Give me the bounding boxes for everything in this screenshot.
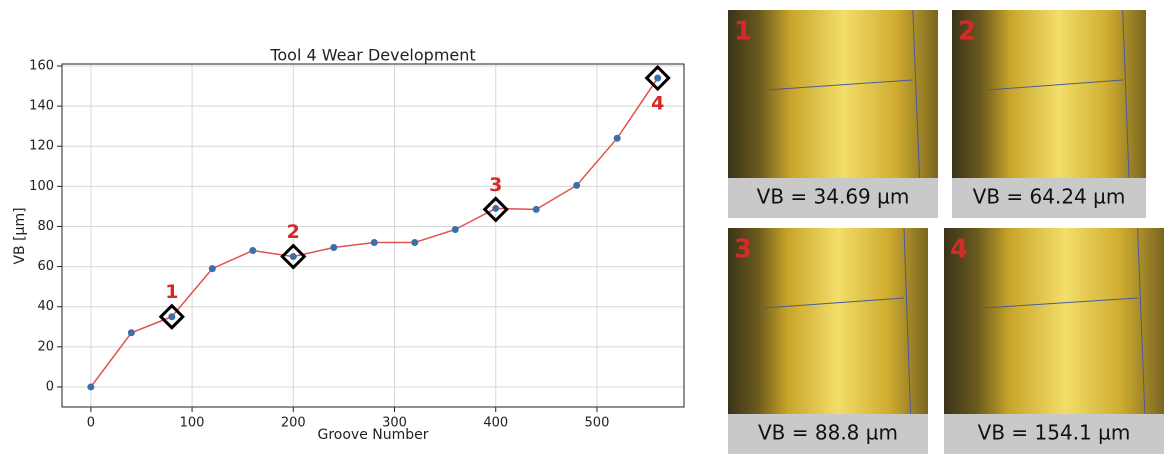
x-tick-label: 500 <box>585 416 610 431</box>
panel-number: 3 <box>734 235 752 265</box>
data-point <box>209 265 216 272</box>
y-tick-label: 20 <box>37 339 54 354</box>
y-tick-label: 160 <box>29 59 54 74</box>
data-point <box>168 313 175 320</box>
data-point <box>492 205 499 212</box>
panel-caption: VB = 34.69 µm <box>757 185 910 209</box>
photo-panel: 4 VB = 154.1 µm <box>944 228 1164 454</box>
data-point <box>290 253 297 260</box>
data-point <box>371 239 378 246</box>
data-point <box>128 329 135 336</box>
y-tick-label: 40 <box>37 299 54 314</box>
panel-number: 4 <box>950 235 968 265</box>
y-tick-label: 60 <box>37 259 54 274</box>
highlight-label: 4 <box>651 93 664 115</box>
data-point <box>87 383 94 390</box>
data-point <box>249 247 256 254</box>
y-tick-label: 100 <box>29 179 54 194</box>
plot-area <box>62 64 684 407</box>
data-point <box>533 206 540 213</box>
data-point <box>452 226 459 233</box>
highlight-label: 3 <box>489 174 502 196</box>
y-axis-label: VB [μm] <box>12 207 28 264</box>
data-point <box>330 244 337 251</box>
highlight-label: 1 <box>165 281 178 303</box>
y-tick-label: 0 <box>46 379 54 394</box>
panel-number: 1 <box>734 17 752 47</box>
x-tick-label: 0 <box>87 416 95 431</box>
panel-caption: VB = 64.24 µm <box>973 185 1126 209</box>
y-tick-label: 80 <box>37 219 54 234</box>
y-tick-label: 120 <box>29 139 54 154</box>
panel-caption: VB = 154.1 µm <box>978 421 1131 445</box>
data-point <box>614 135 621 142</box>
data-point <box>411 239 418 246</box>
photo-panel: 1 VB = 34.69 µm <box>728 10 938 218</box>
data-point <box>654 75 661 82</box>
y-tick-label: 140 <box>29 99 54 114</box>
photo-panel: 3 VB = 88.8 µm <box>728 228 928 454</box>
highlight-label: 2 <box>287 221 300 243</box>
photo-panel: 2 VB = 64.24 µm <box>952 10 1146 218</box>
x-axis-label: Groove Number <box>317 427 428 443</box>
x-tick-label: 200 <box>281 416 306 431</box>
chart-title: Tool 4 Wear Development <box>269 46 475 65</box>
panel-number: 2 <box>958 17 976 47</box>
panel-caption: VB = 88.8 µm <box>758 421 898 445</box>
x-tick-label: 300 <box>382 416 407 431</box>
data-point <box>573 182 580 189</box>
x-tick-label: 100 <box>180 416 205 431</box>
x-tick-label: 400 <box>483 416 508 431</box>
figure: Tool 4 Wear Development Groove Number VB… <box>0 0 1167 454</box>
